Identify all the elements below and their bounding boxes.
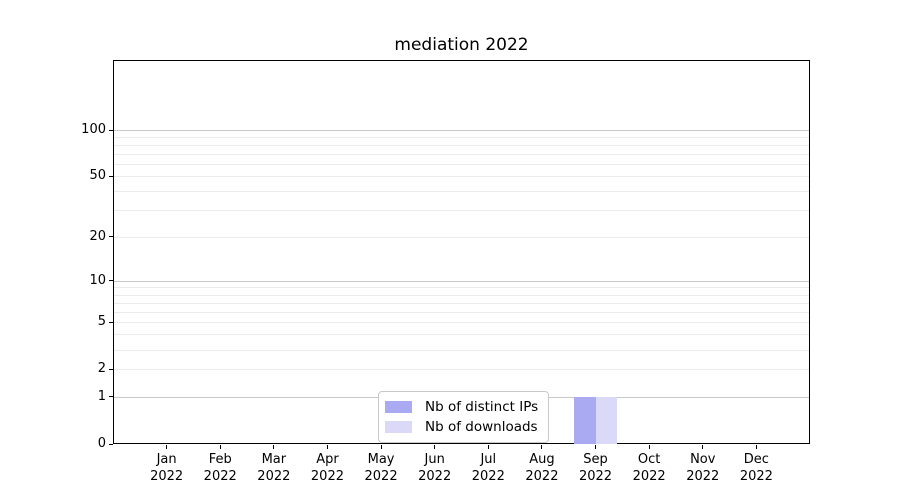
x-tick-label: Oct 2022 (632, 452, 666, 484)
legend-item: Nb of distinct IPs (385, 397, 538, 417)
y-tick-label: 5 (97, 314, 106, 330)
x-tick-mark (219, 445, 221, 449)
y-tick-label: 20 (89, 228, 106, 244)
y-major-gridline (114, 130, 809, 131)
y-tick-mark (109, 368, 113, 370)
x-tick-mark (487, 445, 489, 449)
x-tick-mark (273, 445, 275, 449)
y-minor-gridline (114, 334, 809, 336)
x-tick-mark (648, 445, 650, 449)
y-tick-mark (109, 443, 113, 445)
y-tick-label: 100 (81, 122, 106, 137)
y-tick-mark (109, 396, 113, 398)
y-minor-gridline (114, 236, 809, 238)
y-minor-gridline (114, 287, 809, 289)
y-minor-gridline (114, 294, 809, 296)
x-tick-mark (702, 445, 704, 449)
y-tick-mark (109, 175, 113, 177)
y-tick-mark (109, 321, 113, 323)
x-tick-label: Jan 2022 (150, 452, 184, 484)
x-tick-label: Jun 2022 (418, 452, 452, 484)
x-tick-label: Apr 2022 (310, 452, 344, 484)
legend-swatch (385, 401, 412, 413)
legend-item: Nb of downloads (385, 417, 538, 437)
y-tick-label: 50 (89, 168, 106, 184)
legend-label: Nb of distinct IPs (425, 399, 539, 415)
y-minor-gridline (114, 349, 809, 351)
x-tick-mark (541, 445, 543, 449)
y-tick-label: 0 (97, 436, 106, 451)
y-minor-gridline (114, 145, 809, 146)
y-tick-label: 10 (89, 272, 106, 288)
legend-label: Nb of downloads (425, 419, 538, 435)
x-tick-mark (326, 445, 328, 449)
y-minor-gridline (114, 176, 809, 178)
legend-rows: Nb of distinct IPs Nb of downloads (385, 397, 538, 437)
x-tick-label: Jul 2022 (471, 452, 505, 484)
y-minor-gridline (114, 210, 809, 212)
y-tick-mark (109, 129, 113, 131)
y-minor-gridline (114, 153, 809, 155)
y-tick-label: 1 (97, 388, 106, 404)
x-tick-mark (380, 445, 382, 449)
legend: Nb of distinct IPs Nb of downloads (378, 391, 550, 443)
x-tick-label: Nov 2022 (686, 452, 720, 484)
x-tick-label: Sep 2022 (578, 452, 613, 484)
x-tick-label: May 2022 (364, 452, 398, 484)
x-tick-label: Mar 2022 (257, 452, 291, 484)
bar-nb-of-downloads (595, 396, 617, 444)
y-tick-mark (109, 236, 113, 238)
chart-title: mediation 2022 (394, 35, 529, 55)
y-minor-gridline (114, 302, 809, 304)
y-minor-gridline (114, 164, 809, 166)
x-tick-mark (755, 445, 757, 449)
x-tick-mark (595, 445, 597, 449)
y-minor-gridline (114, 191, 809, 193)
x-tick-label: Feb 2022 (203, 452, 237, 484)
plot-area (113, 60, 810, 444)
y-tick-mark (109, 280, 113, 282)
y-minor-gridline (114, 322, 809, 324)
x-tick-label: Dec 2022 (739, 452, 773, 484)
y-major-gridline (114, 280, 809, 282)
y-minor-gridline (114, 137, 809, 139)
y-minor-gridline (114, 311, 809, 313)
x-tick-mark (434, 445, 436, 449)
y-tick-label: 2 (97, 361, 106, 377)
legend-swatch (385, 421, 412, 433)
x-tick-label: Aug 2022 (525, 452, 559, 484)
y-minor-gridline (114, 369, 809, 371)
x-tick-mark (166, 445, 168, 449)
bar-nb-of-distinct-ips (574, 396, 596, 444)
